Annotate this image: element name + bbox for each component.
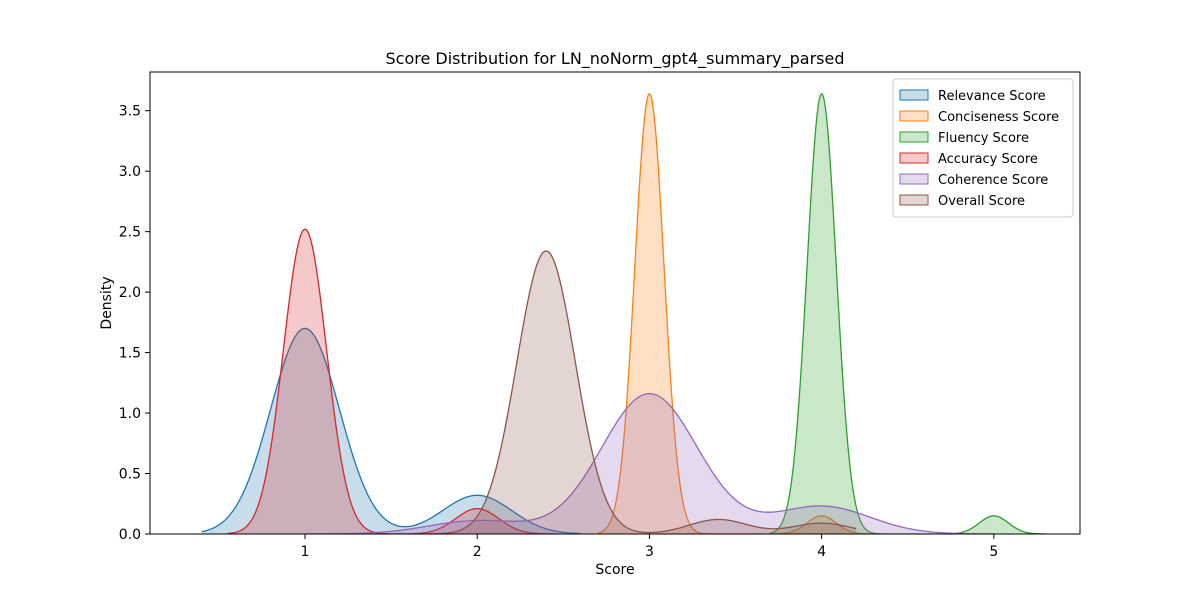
series-conciseness-score: [597, 92, 874, 534]
legend-item: Accuracy Score: [899, 152, 1038, 167]
y-tick-label: 1.5: [119, 346, 141, 362]
series-coherence-score: [304, 392, 994, 534]
legend-item: Coherence Score: [899, 173, 1048, 188]
density-fill: [425, 250, 857, 534]
legend-item: Relevance Score: [899, 89, 1046, 104]
x-tick-label: 4: [817, 544, 826, 560]
legend-item: Conciseness Score: [899, 110, 1059, 125]
y-tick-label: 0.0: [119, 527, 141, 543]
plot-area: [201, 92, 1046, 534]
legend-swatch: [899, 131, 929, 143]
legend-swatch: [899, 110, 929, 122]
y-tick-label: 3.5: [119, 104, 141, 120]
y-axis-label: Density: [99, 276, 115, 329]
density-line: [201, 327, 581, 534]
density-line: [769, 92, 1046, 534]
density-line: [597, 92, 874, 534]
density-fill: [227, 229, 555, 534]
legend-label: Coherence Score: [938, 173, 1048, 188]
x-tick-label: 1: [301, 544, 310, 560]
axes-frame: [149, 71, 1081, 535]
series-fluency-score: [769, 92, 1046, 534]
series-relevance-score: [201, 327, 581, 534]
y-tick-label: 3.0: [119, 164, 141, 180]
x-tick-label: 3: [645, 544, 654, 560]
legend-label: Accuracy Score: [938, 152, 1038, 167]
legend-label: Fluency Score: [938, 131, 1029, 146]
density-line: [304, 392, 994, 534]
density-fill: [770, 93, 1046, 534]
x-tick-label: 2: [473, 544, 482, 560]
chart-title: Score Distribution for LN_noNorm_gpt4_su…: [385, 49, 844, 69]
series-overall-score: [425, 250, 857, 534]
legend-label: Overall Score: [938, 194, 1025, 209]
legend-swatch: [899, 194, 929, 206]
y-tick-label: 1.0: [119, 406, 141, 422]
density-fill: [305, 393, 994, 534]
y-tick-label: 0.5: [119, 467, 141, 483]
density-fill: [201, 328, 581, 534]
y-tick-label: 2.5: [119, 225, 141, 241]
x-tick-label: 5: [989, 544, 998, 560]
legend-swatch: [899, 173, 929, 185]
legend-swatch: [899, 152, 929, 164]
axes: 1 2 3 4 5 0.0 0.5 1.0 1.5 2.0 2.5 3.0 3.5: [119, 71, 1081, 560]
density-line: [425, 250, 857, 534]
legend-swatch: [899, 89, 929, 101]
legend-label: Conciseness Score: [938, 110, 1059, 125]
legend-item: Overall Score: [899, 194, 1025, 209]
y-tick-label: 2.0: [119, 285, 141, 301]
legend-label: Relevance Score: [938, 89, 1046, 104]
density-fill: [597, 93, 874, 534]
legend: Relevance Score Conciseness Score Fluency …: [892, 78, 1074, 218]
legend-box: [892, 78, 1074, 218]
legend-item: Fluency Score: [899, 131, 1029, 146]
x-axis-label: Score: [595, 562, 634, 578]
